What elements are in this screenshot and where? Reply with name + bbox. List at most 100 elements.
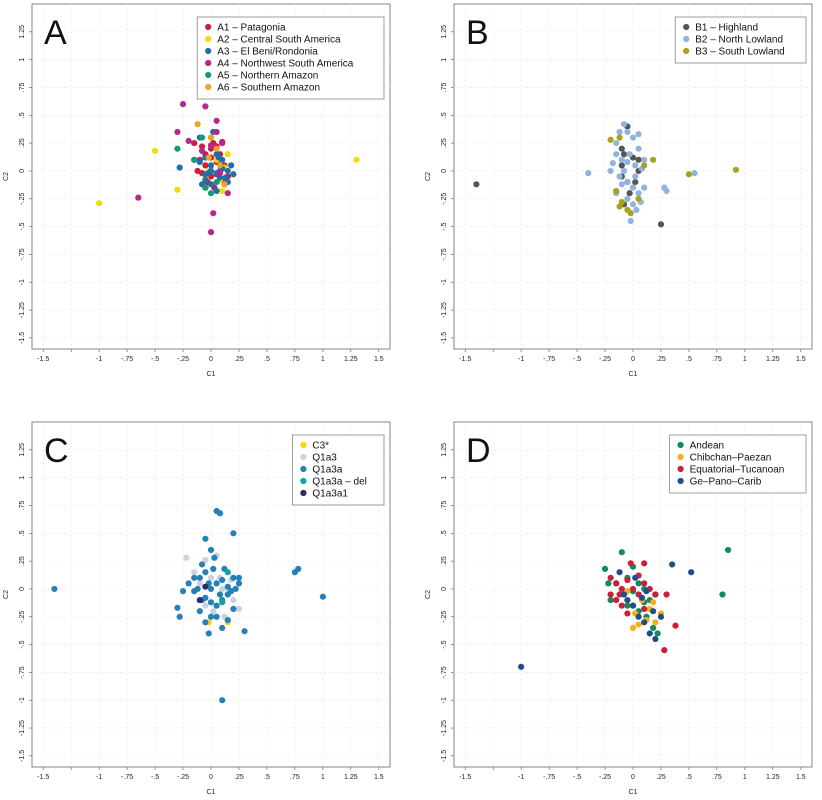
panel-letter: D (466, 432, 491, 470)
x-tick-label: 1.5 (374, 356, 384, 363)
y-tick-label: .5 (19, 112, 26, 118)
legend-marker (205, 59, 212, 67)
data-point (624, 158, 631, 166)
x-tick-label: .25 (234, 356, 244, 363)
data-point (198, 147, 206, 155)
data-point (643, 588, 650, 595)
x-tick-label: 1.25 (766, 774, 780, 781)
legend-marker (677, 465, 684, 473)
panel-d: -1.5 -1 -.75 -.5 -.25 0.25.5.75 1 1.25 1.5-1.5-1… (425, 421, 813, 796)
y-tick-label: .5 (19, 530, 26, 536)
gridlines (32, 422, 390, 767)
legend-label: A6 – Southern Amazon (217, 83, 320, 94)
data-point (635, 580, 642, 587)
x-tick-label: 0 (209, 774, 213, 781)
y-tick-label: .25 (441, 556, 448, 566)
y-tick-label: -.5 (19, 222, 26, 230)
y-tick-label: -.75 (19, 666, 26, 678)
y-tick-label: .25 (19, 556, 26, 566)
legend-marker (300, 441, 307, 449)
data-point (216, 591, 224, 598)
data-point (207, 599, 215, 606)
x-tick-label: .25 (656, 356, 666, 363)
data-point (607, 596, 614, 604)
data-point (202, 184, 209, 191)
data-point (624, 596, 631, 604)
legend-label: Chibchan–Paezan (690, 453, 772, 464)
legend-marker (205, 35, 212, 43)
series-a4-northwest-south-america (135, 101, 231, 236)
y-tick-label: -1.25 (19, 302, 26, 318)
y-tick-label: -.25 (441, 611, 448, 623)
data-point (629, 602, 637, 609)
data-point (624, 195, 631, 202)
x-tick-label: .75 (290, 356, 300, 363)
data-point (219, 187, 226, 195)
data-point (688, 569, 695, 576)
data-point (210, 210, 217, 217)
x-tick-label: 1.25 (766, 356, 780, 363)
data-point (202, 535, 209, 542)
legend-marker (683, 47, 690, 55)
data-point (216, 510, 224, 517)
data-point (641, 605, 648, 613)
y-tick-label: -1.25 (441, 720, 448, 736)
data-point (661, 647, 668, 654)
x-tick-label: -.25 (177, 356, 189, 363)
data-point (207, 229, 215, 236)
data-point (624, 206, 631, 213)
data-point (618, 602, 625, 609)
data-point (176, 164, 183, 171)
data-point (219, 585, 226, 593)
data-point (213, 613, 220, 620)
y-tick-label: -1 (19, 697, 26, 703)
x-tick-label: -1.5 (37, 356, 49, 363)
data-point (213, 602, 220, 609)
legend-marker (205, 47, 212, 55)
x-tick-label: -1 (518, 356, 524, 363)
data-point (196, 608, 203, 615)
data-point (657, 221, 665, 228)
panel-letter: A (44, 14, 67, 52)
data-point (207, 142, 215, 149)
data-point (196, 158, 203, 166)
data-point (183, 554, 190, 561)
data-point (219, 599, 226, 606)
legend-label: B3 – South Lowland (695, 47, 785, 58)
data-point (224, 569, 231, 576)
data-point (620, 151, 628, 158)
data-point (185, 137, 192, 144)
data-point (632, 162, 639, 169)
data-point (613, 140, 620, 147)
panel-letter: B (466, 14, 489, 52)
data-point (652, 591, 659, 598)
data-point (213, 145, 220, 152)
data-point (191, 140, 198, 147)
data-point (224, 583, 231, 590)
data-point (207, 613, 215, 620)
data-point (213, 128, 220, 136)
data-point (641, 162, 648, 169)
x-tick-label: -.5 (151, 356, 159, 363)
y-tick-label: 1 (441, 476, 448, 480)
data-point (207, 190, 215, 197)
x-tick-label: -.75 (543, 774, 555, 781)
data-point (151, 147, 159, 155)
data-point (607, 136, 614, 143)
data-point (669, 561, 676, 568)
legend-marker (677, 441, 684, 449)
data-point (198, 134, 206, 141)
data-point (629, 585, 637, 593)
y-tick-label: 1.25 (19, 25, 26, 39)
data-point (210, 608, 217, 615)
data-point (207, 546, 215, 554)
data-point (224, 167, 231, 175)
data-point (613, 187, 620, 195)
data-point (202, 103, 209, 110)
legend-marker (677, 477, 684, 485)
series-b2-north-lowland (585, 121, 698, 225)
legend-box (196, 16, 385, 100)
y-tick-label: .75 (441, 500, 448, 510)
data-point (650, 156, 657, 163)
